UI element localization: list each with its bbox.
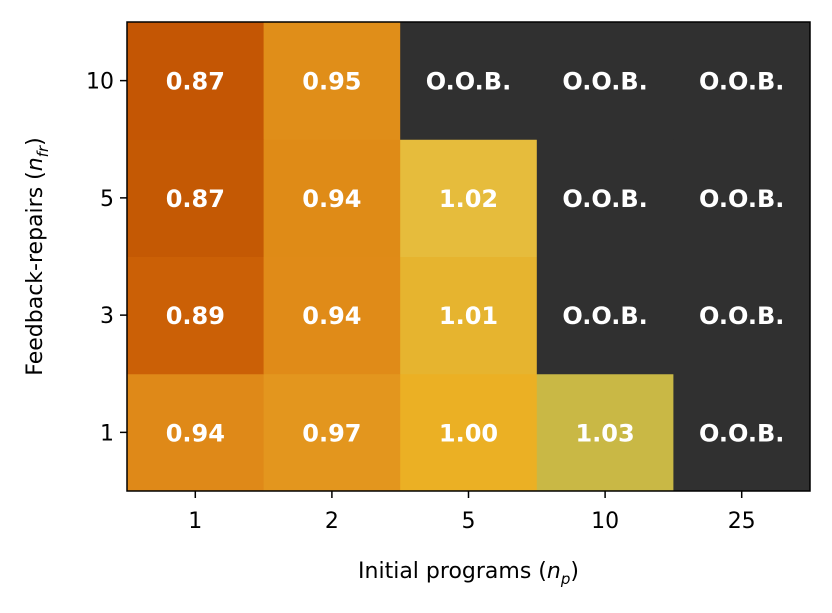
cell-value-label: 0.94 <box>302 302 361 330</box>
cell-value-label: O.O.B. <box>562 185 647 213</box>
cell-value-label: 1.01 <box>439 302 498 330</box>
heatmap-cell-1-1 <box>127 373 265 492</box>
heatmap-cell-1-5 <box>400 373 538 492</box>
y-axis-label-symbol: n <box>23 157 48 171</box>
heatmap-cell-5-25 <box>673 139 811 257</box>
y-tick-label: 1 <box>100 421 114 446</box>
heatmap-cell-3-2 <box>263 256 401 375</box>
x-tick-label: 5 <box>462 509 476 534</box>
cell-value-label: 1.02 <box>439 185 498 213</box>
x-axis-label-subscript: p <box>560 570 571 588</box>
cell-value-label: O.O.B. <box>426 68 511 96</box>
y-axis-label-text: Feedback-repairs <box>23 187 48 376</box>
cell-value-label: O.O.B. <box>699 302 784 330</box>
y-axis-label-close: ) <box>23 137 48 146</box>
cell-value-label: O.O.B. <box>562 68 647 96</box>
heatmap-cell-1-2 <box>263 373 401 492</box>
heatmap-cell-10-25 <box>673 22 811 140</box>
cell-value-label: 0.89 <box>166 302 225 330</box>
y-axis-label-subscript: fr <box>34 145 52 157</box>
y-axis-ticks: 1 3 5 10 <box>86 70 127 446</box>
y-axis-label: Feedback-repairs (nfr) <box>23 137 52 375</box>
heatmap-cell-3-25 <box>673 256 811 375</box>
x-tick-label: 2 <box>325 509 339 534</box>
cell-value-label: 0.87 <box>166 185 225 213</box>
heatmap-cell-1-10 <box>536 373 674 492</box>
cell-value-label: 0.95 <box>302 68 361 96</box>
x-tick-label: 1 <box>188 509 202 534</box>
heatmap-cell-3-5 <box>400 256 538 375</box>
x-axis-label-symbol: n <box>547 559 561 584</box>
cell-value-label: O.O.B. <box>699 185 784 213</box>
heatmap-cell-5-10 <box>536 139 674 257</box>
cell-value-label: O.O.B. <box>699 68 784 96</box>
y-tick-label: 10 <box>86 70 114 95</box>
heatmap-cells: 0.94 0.97 1.00 1.03 O.O.B. 0.89 0.94 1.01 O.O.B.… <box>127 22 811 492</box>
cell-value-label: 0.97 <box>302 419 361 447</box>
x-axis-label: Initial programs (np) <box>358 559 579 588</box>
heatmap-cell-1-25 <box>673 373 811 492</box>
cell-value-label: 0.87 <box>166 68 225 96</box>
heatmap-cell-10-5 <box>400 22 538 140</box>
x-tick-label: 10 <box>591 509 619 534</box>
heatmap-cell-5-2 <box>263 139 401 257</box>
heatmap-cell-10-2 <box>263 22 401 140</box>
cell-value-label: 1.03 <box>575 419 634 447</box>
cell-value-label: O.O.B. <box>562 302 647 330</box>
heatmap-cell-10-10 <box>536 22 674 140</box>
y-tick-label: 5 <box>100 187 114 212</box>
x-axis-label-close: ) <box>570 559 579 584</box>
cell-value-label: O.O.B. <box>699 419 784 447</box>
x-axis-label-text: Initial programs <box>358 559 531 584</box>
x-tick-label: 25 <box>728 509 756 534</box>
y-axis-label-open: ( <box>23 171 48 187</box>
x-axis-label-open: ( <box>531 559 547 584</box>
cell-value-label: 1.00 <box>439 419 498 447</box>
heatmap-cell-3-10 <box>536 256 674 375</box>
x-axis-ticks: 1 2 5 10 25 <box>188 491 756 534</box>
y-tick-label: 3 <box>100 304 114 329</box>
cell-value-label: 0.94 <box>166 419 225 447</box>
heatmap-cell-3-1 <box>127 256 265 375</box>
cell-value-label: 0.94 <box>302 185 361 213</box>
heatmap-cell-5-5 <box>400 139 538 257</box>
heatmap-cell-5-1 <box>127 139 265 257</box>
heatmap-cell-10-1 <box>127 22 265 140</box>
